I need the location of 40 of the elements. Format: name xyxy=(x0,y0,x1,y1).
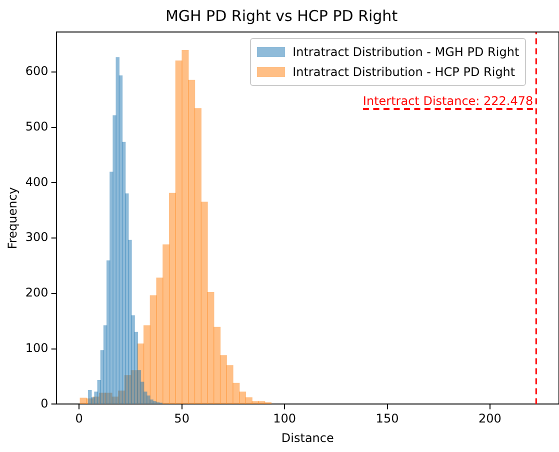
bar xyxy=(134,332,138,404)
x-tick-label: 150 xyxy=(376,412,399,426)
bar xyxy=(220,355,227,404)
bar xyxy=(194,108,202,404)
chart-title: MGH PD Right vs HCP PD Right xyxy=(165,6,398,25)
y-tick-label: 100 xyxy=(25,340,48,355)
bar xyxy=(226,365,234,404)
y-tick-label: 600 xyxy=(25,64,48,78)
legend-label: Intratract Distribution - HCP PD Right xyxy=(292,65,516,79)
bar xyxy=(162,244,170,404)
bar xyxy=(245,397,252,404)
y-tick-label: 200 xyxy=(25,286,48,300)
y-tick-label: 400 xyxy=(25,174,48,189)
x-tick-label: 200 xyxy=(478,412,502,426)
bar xyxy=(232,382,240,404)
bar xyxy=(214,326,221,404)
bar xyxy=(258,401,266,404)
y-tick-label: 300 xyxy=(25,230,48,244)
bar xyxy=(239,392,246,404)
bar xyxy=(128,240,132,404)
bar xyxy=(88,390,92,404)
y-tick-label: 0 xyxy=(40,396,48,410)
bar xyxy=(94,392,98,404)
bar xyxy=(152,401,156,404)
x-tick-label: 100 xyxy=(273,412,296,426)
ref-line-label: Intertract Distance: 222.478 xyxy=(362,94,534,110)
bar xyxy=(112,115,116,404)
bar xyxy=(156,278,164,404)
bar xyxy=(200,202,208,404)
y-axis-title: Frequency xyxy=(5,187,20,250)
x-tick-label: 0 xyxy=(75,412,83,426)
bar xyxy=(188,80,196,404)
bar xyxy=(182,50,189,404)
y-tick-label: 500 xyxy=(25,119,48,134)
x-tick-label: 50 xyxy=(174,412,190,426)
x-axis-title: Distance xyxy=(281,430,334,445)
legend-label: Intratract Distribution - MGH PD Right xyxy=(292,45,520,59)
bar xyxy=(207,292,214,404)
bar xyxy=(168,192,176,404)
bar xyxy=(146,396,150,404)
